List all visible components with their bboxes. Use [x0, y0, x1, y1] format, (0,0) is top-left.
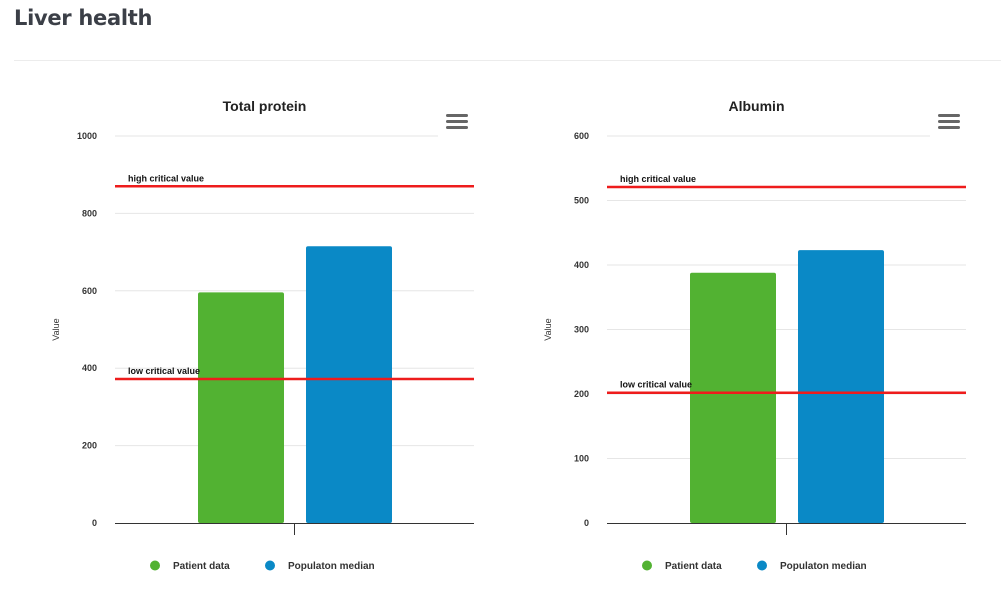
y-tick-label: 0: [92, 518, 97, 528]
y-tick-label: 400: [574, 260, 589, 270]
menu-bar: [938, 120, 960, 123]
y-tick-label: 600: [574, 131, 589, 141]
legend-marker: [642, 560, 652, 571]
title-divider: [14, 60, 1001, 61]
menu-bar: [446, 120, 468, 123]
legend-item-populaton-median[interactable]: Populaton median: [757, 560, 867, 573]
y-tick-label: 400: [82, 363, 97, 373]
legend-item-populaton-median[interactable]: Populaton median: [265, 560, 375, 573]
plot-line-label: low critical value: [128, 366, 200, 376]
y-tick-label: 100: [574, 454, 589, 464]
chart-albumin: Albumin 0 100 200 300 400 500 600 Value high crit…: [492, 90, 982, 602]
legend-item-patient-data[interactable]: Patient data: [642, 560, 722, 573]
legend-label: Patient data: [665, 561, 722, 572]
y-tick-label: 1000: [77, 131, 97, 141]
chart-total-protein: Total protein 0 200 400 600 800 1000 Value high …: [0, 90, 490, 602]
legend-marker: [150, 560, 160, 571]
menu-bar: [446, 114, 468, 117]
y-tick-label: 800: [82, 208, 97, 218]
y-tick-label: 200: [574, 389, 589, 399]
chart-menu-button[interactable]: [938, 112, 960, 130]
menu-bar: [938, 126, 960, 129]
legend-label: Patient data: [173, 561, 230, 572]
legend-label: Populaton median: [780, 561, 867, 572]
menu-bar: [446, 126, 468, 129]
y-tick-label: 200: [82, 441, 97, 451]
y-tick-label: 0: [584, 518, 589, 528]
page-title: Liver health: [14, 6, 153, 30]
y-axis-title: Value: [543, 318, 553, 340]
legend-item-patient-data[interactable]: Patient data: [150, 560, 230, 573]
chart-svg: Albumin 0 100 200 300 400 500 600 Value high crit…: [543, 98, 966, 573]
bar-patient-data[interactable]: [198, 292, 284, 523]
hamburger-menu-icon[interactable]: [446, 112, 468, 130]
y-tick-label: 500: [574, 196, 589, 206]
y-tick-label: 300: [574, 325, 589, 335]
bar-patient-data[interactable]: [690, 272, 776, 523]
legend-marker: [757, 560, 767, 571]
plot-line-label: high critical value: [620, 174, 696, 184]
legend-label: Populaton median: [288, 561, 375, 572]
y-tick-label: 600: [82, 286, 97, 296]
menu-bar: [938, 114, 960, 117]
y-axis-title: Value: [51, 318, 61, 340]
legend-marker: [265, 560, 275, 571]
plot-line-label: high critical value: [128, 173, 204, 183]
chart-menu-button[interactable]: [446, 112, 468, 130]
bar-populaton-median[interactable]: [306, 246, 392, 524]
bar-populaton-median[interactable]: [798, 250, 884, 524]
plot-line-label: low critical value: [620, 380, 692, 390]
chart-svg: Total protein 0 200 400 600 800 1000 Value high …: [51, 98, 474, 573]
chart-title: Albumin: [729, 98, 785, 114]
chart-title: Total protein: [223, 98, 307, 114]
hamburger-menu-icon[interactable]: [938, 112, 960, 130]
